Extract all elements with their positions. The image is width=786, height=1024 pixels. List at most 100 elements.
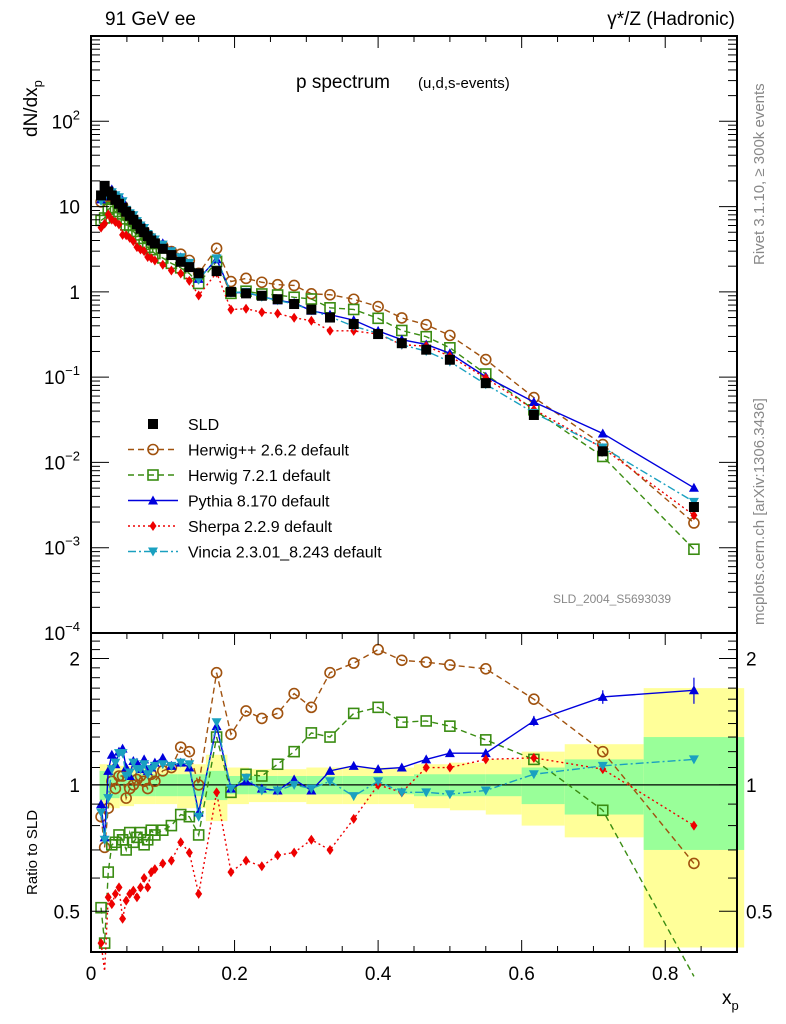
series-marker: [395, 324, 408, 337]
ratio-marker: [124, 768, 135, 778]
ratio-marker: [256, 712, 268, 725]
ratio-marker: [528, 693, 540, 705]
y-tick-label: 10: [59, 198, 80, 219]
ratio-marker: [99, 835, 110, 845]
series-marker: [167, 265, 175, 276]
sld-point: [166, 250, 177, 261]
ratio-line: [100, 706, 695, 977]
header-right: γ*/Z (Hadronic): [607, 9, 735, 30]
legend-label: Herwig 7.2.1 default: [188, 468, 331, 485]
x-tick-label: 0: [86, 964, 97, 985]
ratio-marker: [420, 715, 433, 727]
sld-point: [373, 329, 384, 340]
ratio-marker: [372, 701, 384, 714]
ratio-marker: [192, 779, 205, 791]
ratio-marker: [225, 784, 236, 794]
ratio-marker: [324, 666, 336, 679]
series-marker: [115, 219, 123, 230]
ratio-panel-curves: [91, 643, 737, 977]
series-marker: [104, 209, 112, 220]
ratio-marker: [139, 760, 150, 770]
title-main: p spectrum: [296, 72, 390, 93]
sld-point: [306, 304, 317, 315]
series-marker: [347, 303, 360, 316]
series-marker: [305, 293, 318, 305]
ratio-marker: [192, 829, 205, 841]
ratio-marker: [213, 787, 221, 798]
ratio-marker: [420, 656, 433, 668]
series-marker: [242, 303, 250, 314]
series-marker: [688, 543, 700, 556]
ratio-y-tick-label-right: 1: [746, 776, 757, 797]
series-marker: [151, 255, 159, 266]
ratio-y-tick-label: 0.5: [54, 902, 80, 923]
ratio-marker: [242, 855, 250, 866]
ratio-marker: [395, 716, 408, 729]
ratio-marker: [211, 718, 222, 728]
ratio-marker: [305, 727, 318, 739]
ratio-marker: [128, 758, 139, 768]
ratio-marker: [241, 773, 252, 783]
ratio-marker: [240, 705, 252, 717]
ratio-marker: [528, 770, 539, 780]
legend-label: Vincia 2.3.01_8.243 default: [188, 545, 382, 562]
ratio-marker: [142, 770, 153, 780]
series-ratio: [95, 701, 695, 977]
sld-point: [396, 338, 407, 349]
legend-label: Sherpa 2.2.9 default: [188, 519, 333, 536]
sld-point: [211, 266, 222, 277]
ratio-y-tick-label: 2: [69, 649, 80, 670]
ratio-marker: [396, 788, 407, 798]
series-marker: [690, 510, 698, 521]
ratio-marker: [193, 812, 204, 822]
ratio-marker: [149, 775, 161, 788]
ratio-marker: [372, 643, 384, 656]
ratio-marker: [596, 745, 609, 758]
legend-marker: [148, 419, 158, 429]
ratio-marker: [347, 707, 360, 720]
ratio-marker: [183, 745, 196, 758]
ratio-marker: [347, 657, 360, 669]
series-marker: [444, 329, 456, 342]
ratio-marker: [117, 749, 128, 759]
ratio-marker: [688, 755, 699, 765]
series-top: [96, 183, 699, 492]
ratio-marker: [530, 752, 538, 763]
series-top: [95, 188, 700, 529]
series-ratio: [97, 752, 698, 972]
legend-marker: [148, 495, 158, 505]
svg-text:p spectrum: p spectrum: [296, 72, 390, 93]
x-tick-label: 0.2: [221, 964, 247, 985]
header-left: 91 GeV ee: [105, 9, 196, 30]
sld-point: [175, 256, 186, 267]
ratio-marker: [110, 758, 121, 768]
ratio-marker: [444, 790, 455, 800]
sld-point: [597, 446, 608, 457]
ratio-marker: [149, 761, 160, 771]
ratio-marker: [324, 731, 336, 743]
ratio-marker: [348, 792, 359, 802]
ratio-marker: [119, 913, 127, 924]
sld-point: [184, 262, 195, 273]
series-marker: [159, 259, 167, 270]
ratio-marker: [274, 850, 282, 861]
legend-marker: [149, 521, 157, 531]
ratio-marker: [210, 666, 223, 679]
sld-point: [528, 409, 539, 420]
series-marker: [129, 236, 137, 247]
series-marker: [258, 307, 266, 318]
ratio-marker: [195, 888, 203, 899]
legend-entry: SLD: [148, 417, 219, 434]
ratio-marker: [480, 786, 491, 796]
sld-point: [289, 299, 300, 310]
series-marker: [372, 312, 384, 325]
legend-label: Pythia 8.170 default: [188, 494, 330, 511]
ratio-marker: [288, 745, 300, 758]
legend-marker: [147, 443, 159, 456]
sld-point: [272, 294, 283, 305]
ratio-marker: [271, 707, 284, 720]
y-tick-label: 102: [52, 107, 80, 133]
ratio-marker: [256, 786, 267, 796]
ratio-marker: [690, 820, 698, 831]
